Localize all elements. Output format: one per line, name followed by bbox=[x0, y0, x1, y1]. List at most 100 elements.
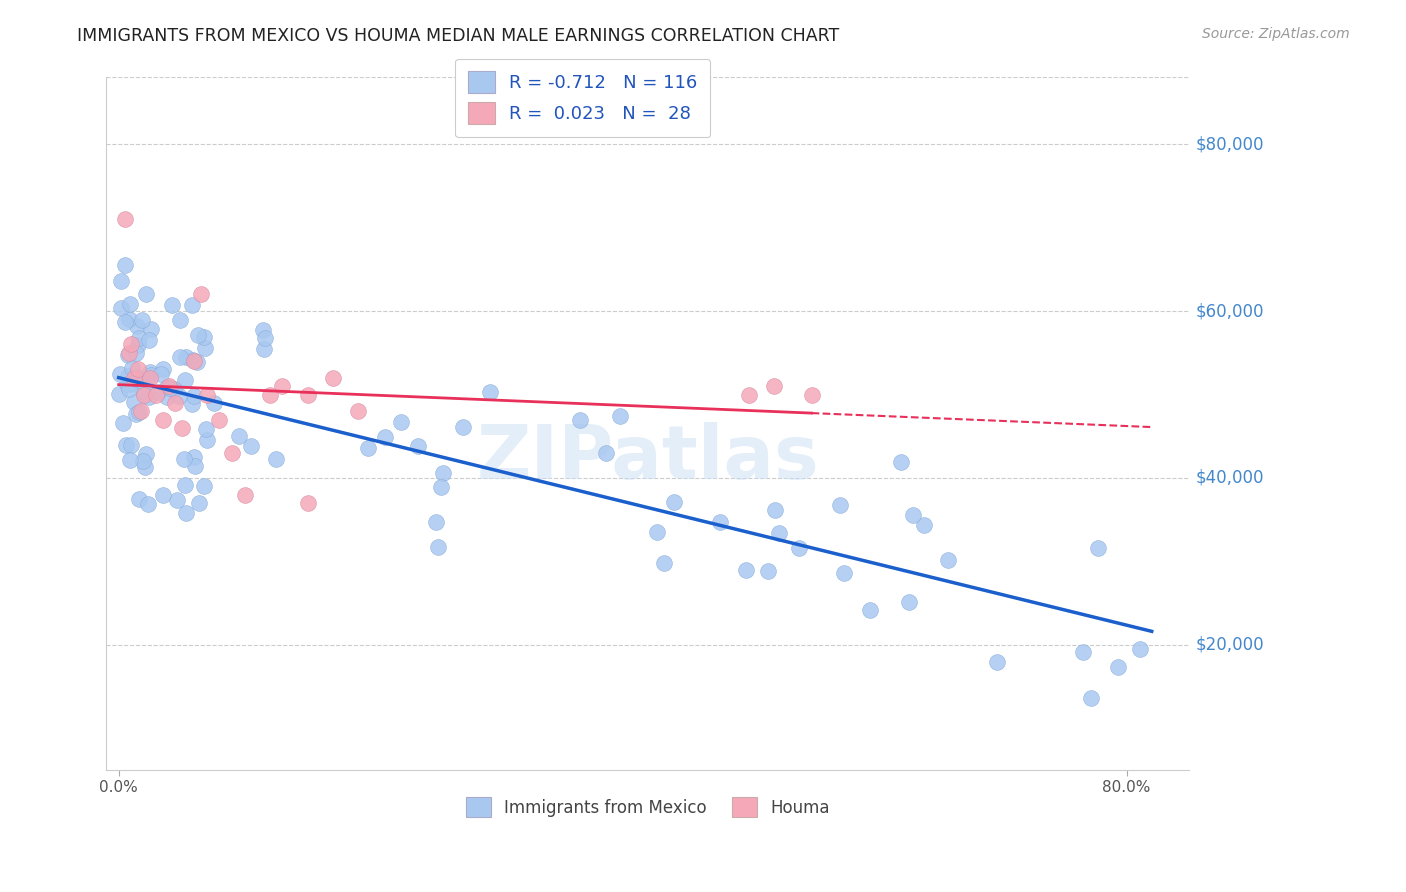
Point bbox=[132, 384, 155, 398]
Point bbox=[1087, 541, 1109, 555]
Point bbox=[125, 319, 148, 334]
Point bbox=[159, 381, 181, 395]
Point bbox=[174, 478, 197, 492]
Point bbox=[167, 389, 190, 403]
Point bbox=[756, 564, 779, 578]
Point bbox=[898, 594, 921, 608]
Point bbox=[609, 409, 631, 423]
Text: $80,000: $80,000 bbox=[1195, 136, 1264, 153]
Point bbox=[787, 541, 810, 555]
Point bbox=[768, 526, 790, 541]
Point bbox=[117, 348, 139, 362]
Point bbox=[114, 258, 136, 272]
Point bbox=[194, 342, 217, 356]
Point bbox=[173, 452, 195, 467]
Point bbox=[128, 331, 150, 345]
Point bbox=[114, 212, 136, 227]
Point bbox=[139, 322, 162, 336]
Point bbox=[132, 387, 155, 401]
Point bbox=[254, 331, 277, 345]
Point bbox=[664, 494, 686, 508]
Point bbox=[204, 396, 226, 410]
Point bbox=[181, 397, 204, 411]
Point bbox=[163, 382, 186, 396]
Point bbox=[122, 371, 145, 385]
Point bbox=[859, 603, 882, 617]
Point bbox=[110, 274, 132, 288]
Text: Source: ZipAtlas.com: Source: ZipAtlas.com bbox=[1202, 27, 1350, 41]
Point bbox=[901, 508, 924, 522]
Point bbox=[110, 301, 132, 315]
Point bbox=[762, 379, 785, 393]
Point bbox=[132, 453, 155, 467]
Legend: Immigrants from Mexico, Houma: Immigrants from Mexico, Houma bbox=[460, 790, 837, 824]
Point bbox=[165, 396, 187, 410]
Point bbox=[187, 327, 209, 342]
Point bbox=[131, 312, 153, 326]
Point bbox=[148, 385, 170, 400]
Point bbox=[115, 376, 138, 391]
Point bbox=[127, 338, 149, 352]
Point bbox=[187, 496, 209, 510]
Point bbox=[174, 506, 197, 520]
Point bbox=[264, 451, 287, 466]
Point bbox=[128, 374, 150, 388]
Point bbox=[152, 488, 174, 502]
Point bbox=[912, 518, 935, 533]
Point bbox=[451, 420, 474, 434]
Point bbox=[193, 330, 215, 344]
Point bbox=[120, 438, 142, 452]
Point bbox=[322, 371, 344, 385]
Point bbox=[152, 412, 174, 426]
Point bbox=[709, 515, 731, 529]
Point bbox=[169, 313, 191, 327]
Point bbox=[128, 405, 150, 419]
Point bbox=[120, 453, 142, 467]
Point bbox=[252, 323, 274, 337]
Point bbox=[297, 387, 319, 401]
Point bbox=[183, 352, 205, 367]
Point bbox=[271, 379, 294, 393]
Point bbox=[356, 441, 378, 455]
Point bbox=[135, 372, 157, 386]
Point bbox=[135, 287, 157, 301]
Point bbox=[183, 389, 205, 403]
Point bbox=[297, 496, 319, 510]
Point bbox=[184, 459, 207, 474]
Point bbox=[136, 497, 159, 511]
Point bbox=[166, 493, 188, 508]
Point bbox=[195, 422, 218, 436]
Point bbox=[654, 556, 676, 570]
Point bbox=[139, 368, 162, 382]
Point bbox=[568, 413, 591, 427]
Point bbox=[128, 491, 150, 506]
Point bbox=[253, 342, 276, 356]
Point bbox=[169, 350, 191, 364]
Point bbox=[156, 390, 179, 404]
Point bbox=[111, 416, 134, 430]
Point bbox=[157, 379, 180, 393]
Point bbox=[118, 382, 141, 396]
Point bbox=[1080, 691, 1102, 706]
Point bbox=[149, 367, 172, 381]
Point bbox=[890, 455, 912, 469]
Point bbox=[427, 540, 450, 554]
Point bbox=[832, 566, 855, 580]
Point bbox=[120, 337, 142, 351]
Point bbox=[120, 377, 142, 392]
Point bbox=[478, 385, 501, 400]
Point bbox=[134, 459, 156, 474]
Point bbox=[221, 446, 243, 460]
Point bbox=[162, 298, 184, 312]
Point bbox=[121, 361, 143, 376]
Point bbox=[429, 480, 451, 494]
Point bbox=[259, 387, 281, 401]
Point bbox=[233, 488, 256, 502]
Point bbox=[374, 430, 396, 444]
Point bbox=[125, 407, 148, 421]
Point bbox=[389, 416, 412, 430]
Point bbox=[1129, 642, 1152, 657]
Point bbox=[122, 395, 145, 409]
Text: IMMIGRANTS FROM MEXICO VS HOUMA MEDIAN MALE EARNINGS CORRELATION CHART: IMMIGRANTS FROM MEXICO VS HOUMA MEDIAN M… bbox=[77, 27, 839, 45]
Point bbox=[936, 553, 959, 567]
